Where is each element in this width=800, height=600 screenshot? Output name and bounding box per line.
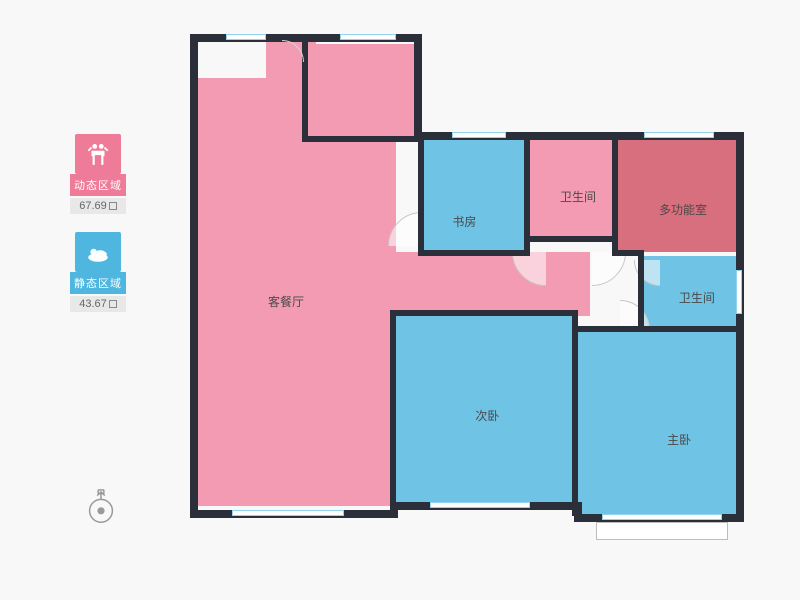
room-multifunc: 多功能室	[618, 140, 736, 252]
room-study: 书房	[422, 140, 526, 252]
room-label-living: 客餐厅	[256, 293, 316, 310]
legend-static-label: 静态区域	[70, 272, 126, 294]
room-bath1: 卫生间	[530, 140, 614, 240]
people-icon	[75, 134, 121, 174]
room-label-study: 书房	[434, 213, 494, 230]
room-label-bath1: 卫生间	[548, 188, 608, 205]
square-meter-icon	[109, 202, 117, 210]
floor-plan: 厨房客餐厅书房卫生间多功能室卫生间次卧主卧	[190, 20, 750, 550]
room-label-second_bed: 次卧	[457, 407, 517, 424]
window	[736, 270, 742, 314]
inner-wall	[302, 36, 308, 140]
room-second_bed: 次卧	[396, 316, 574, 506]
window	[644, 132, 714, 138]
inner-wall	[572, 310, 578, 516]
square-meter-icon	[109, 300, 117, 308]
outer-wall	[190, 34, 198, 518]
legend-static-value: 43.67	[70, 296, 126, 312]
compass-icon	[82, 488, 120, 526]
outer-wall	[736, 132, 744, 522]
room-living_ext	[390, 252, 590, 316]
room-living: 客餐厅	[196, 78, 396, 506]
room-label-multifunc: 多功能室	[653, 201, 713, 218]
inner-wall	[638, 250, 644, 332]
legend-dynamic: 动态区域 67.69	[68, 134, 128, 214]
inner-wall	[612, 136, 618, 256]
inner-wall	[302, 136, 420, 142]
inner-wall	[390, 310, 578, 316]
balcony	[596, 522, 728, 540]
legend-panel: 动态区域 67.69 静态区域 43.67	[68, 134, 128, 330]
inner-wall	[418, 250, 530, 256]
legend-dynamic-value: 67.69	[70, 198, 126, 214]
window	[232, 510, 344, 516]
inner-wall	[578, 326, 642, 332]
outer-wall	[414, 34, 422, 134]
room-label-master_bed: 主卧	[649, 431, 709, 448]
sleep-icon	[75, 232, 121, 272]
legend-static: 静态区域 43.67	[68, 232, 128, 312]
inner-wall	[418, 136, 424, 256]
inner-wall	[390, 310, 396, 508]
window	[602, 514, 722, 520]
room-master_bed: 主卧	[578, 330, 742, 518]
window	[340, 34, 396, 40]
inner-wall	[524, 136, 530, 252]
inner-wall	[530, 236, 616, 242]
window	[226, 34, 266, 40]
window	[430, 502, 530, 508]
inner-wall	[638, 326, 742, 332]
window	[452, 132, 506, 138]
legend-dynamic-label: 动态区域	[70, 174, 126, 196]
room-label-bath2: 卫生间	[667, 289, 727, 306]
